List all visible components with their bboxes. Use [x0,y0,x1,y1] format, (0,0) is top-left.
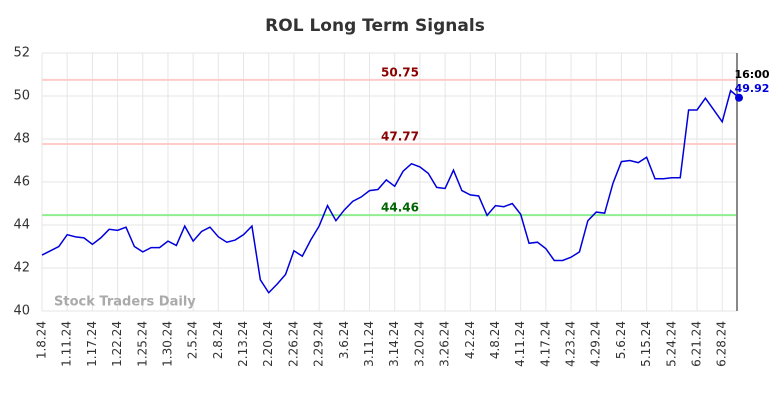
chart-title: ROL Long Term Signals [265,16,485,36]
x-tick-label: 3.11.24 [362,321,376,367]
x-tick-label: 1.8.24 [35,321,49,359]
signal-label: 44.46 [381,201,419,215]
y-tick-label: 44 [13,218,30,233]
x-tick-label: 1.11.24 [60,321,74,367]
x-tick-label: 5.6.24 [614,321,628,359]
x-tick-label: 4.11.24 [513,321,527,367]
x-tick-label: 3.26.24 [438,321,452,367]
x-tick-label: 3.14.24 [387,321,401,367]
x-tick-label: 4.29.24 [589,321,603,367]
x-tick-label: 1.25.24 [135,321,149,367]
signal-label: 50.75 [381,65,419,79]
last-time: 16:00 [734,68,769,81]
x-tick-label: 3.20.24 [412,321,426,367]
y-tick-label: 52 [13,46,30,61]
x-tick-label: 5.24.24 [664,321,678,367]
x-tick-label: 2.29.24 [312,321,326,367]
y-tick-label: 48 [13,132,30,147]
y-tick-label: 46 [13,175,30,190]
watermark: Stock Traders Daily [54,295,196,310]
x-tick-label: 2.26.24 [286,321,300,367]
x-tick-label: 2.20.24 [261,321,275,367]
last-point [735,93,743,102]
x-tick-label: 1.17.24 [85,321,99,367]
x-tick-label: 1.22.24 [110,321,124,367]
x-tick-label: 1.30.24 [160,321,174,367]
x-tick-label: 2.5.24 [186,321,200,359]
x-tick-label: 6.28.24 [715,321,729,367]
y-tick-label: 42 [13,261,30,276]
x-tick-label: 4.17.24 [538,321,552,367]
y-tick-label: 50 [13,89,30,104]
price-line [41,89,740,294]
x-tick-label: 4.2.24 [463,321,477,359]
x-tick-label: 2.8.24 [211,321,225,359]
x-tick-label: 3.6.24 [337,321,351,359]
signal-label: 47.77 [381,129,419,143]
y-tick-label: 40 [13,304,30,319]
x-tick-label: 4.23.24 [564,321,578,367]
x-tick-label: 4.8.24 [488,321,502,359]
x-tick-label: 6.21.24 [690,321,704,367]
x-tick-label: 5.15.24 [639,321,653,367]
last-value: 49.92 [735,82,770,95]
x-tick-label: 2.13.24 [236,321,250,367]
